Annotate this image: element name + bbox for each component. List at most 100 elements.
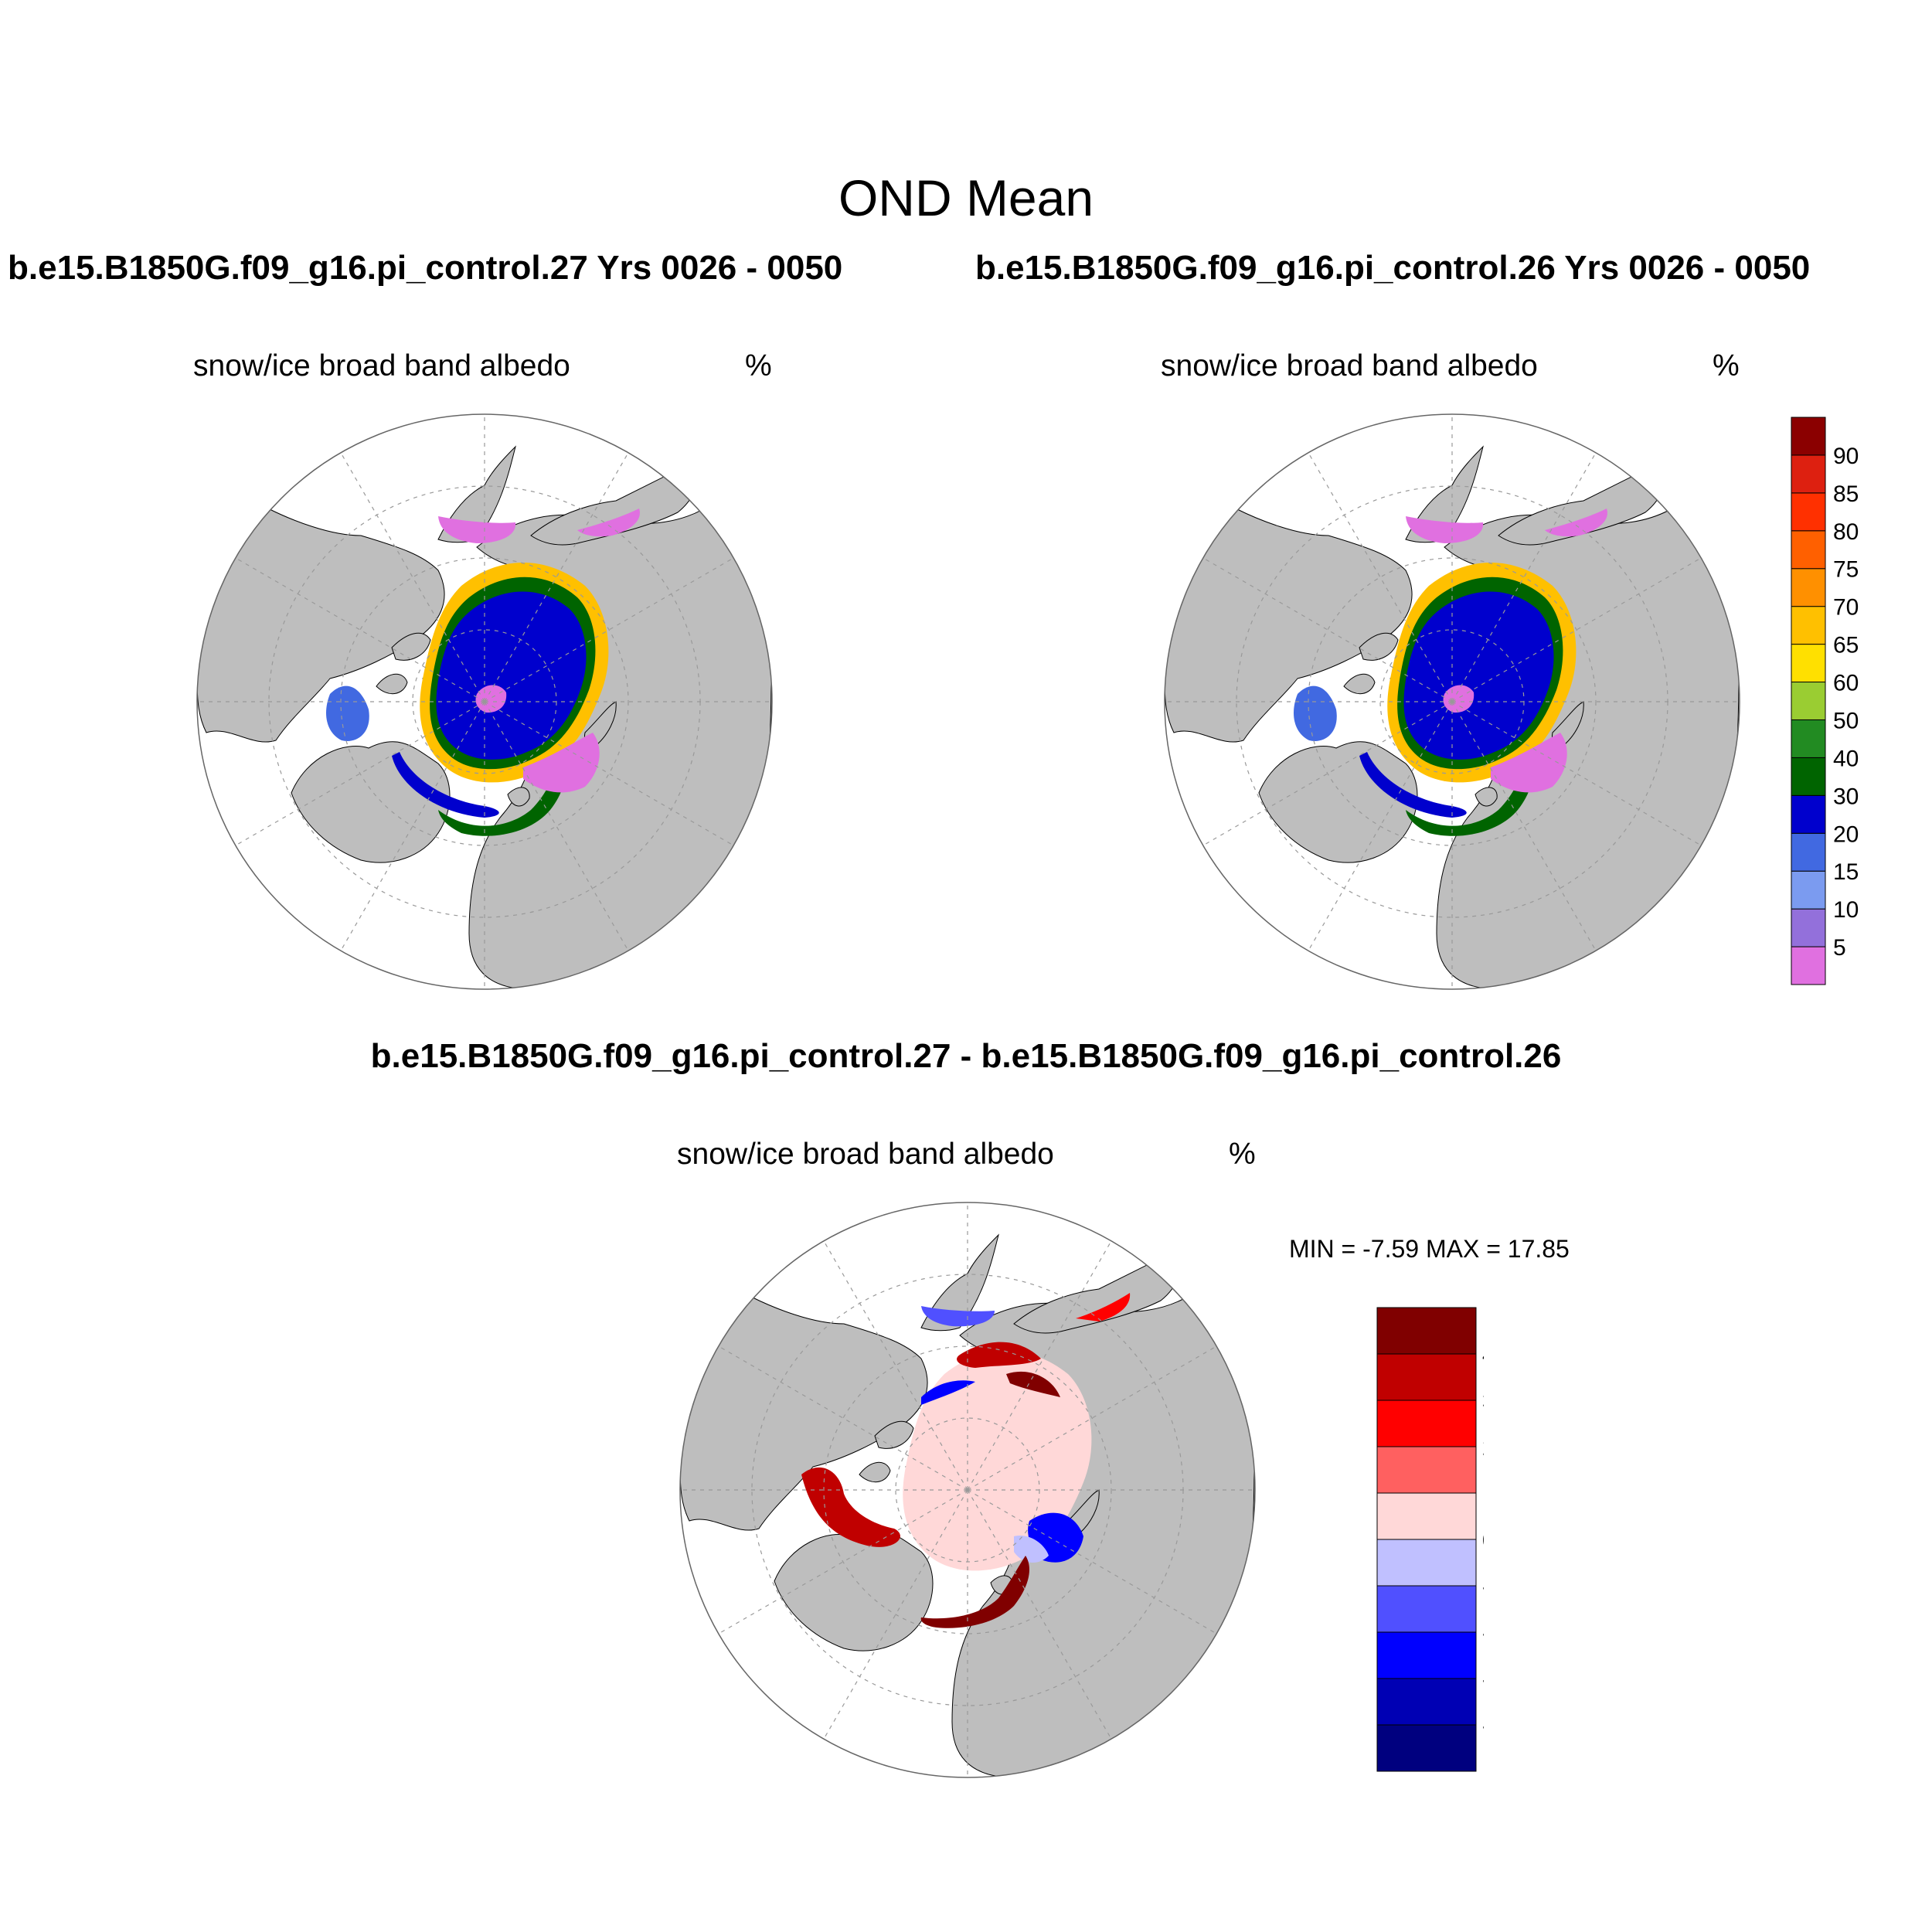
field-region-5 [1014, 1536, 1049, 1563]
meridian-line [1451, 701, 1597, 951]
meridian-line [1308, 452, 1453, 702]
field-region-8 [1406, 516, 1484, 543]
map-border [196, 413, 773, 990]
meridian-line [235, 557, 485, 702]
meridian-line [235, 701, 485, 846]
colorbar-swatch [1791, 530, 1826, 570]
colorbar-tick-label: 20 [1833, 821, 1859, 847]
colorbar-swatch [1376, 1539, 1477, 1587]
colorbar-swatch [1791, 492, 1826, 532]
parallel-circle [268, 485, 701, 918]
colorbar-tick-label: 85 [1833, 481, 1859, 507]
colorbar-swatch [1791, 757, 1826, 796]
field-region-5 [1406, 756, 1533, 836]
case1-units-label: % [745, 349, 772, 383]
case2-variable-label: snow/ice broad band albedo [1161, 349, 1538, 383]
meridian-line [1202, 557, 1453, 702]
colorbar-swatch [1791, 719, 1826, 758]
colorbar-swatch [1791, 644, 1826, 683]
map-border [1164, 413, 1740, 990]
meridian-line [1451, 701, 1702, 846]
colorbar-swatch [1791, 794, 1826, 834]
meridian-line [484, 557, 734, 702]
colorbar-tick-label: 90 [1833, 444, 1859, 469]
field-region-6 [801, 1467, 900, 1547]
case1-map [196, 413, 773, 990]
colorbar-swatch [1791, 454, 1826, 494]
colorbar-swatch [1376, 1585, 1477, 1633]
field-region-2 [1006, 1371, 1060, 1397]
field-region-1 [957, 1342, 1041, 1368]
meridian-line [1451, 452, 1597, 702]
meridian-line [1451, 557, 1702, 702]
field-region-3 [921, 1380, 975, 1405]
meridian-line [823, 1489, 968, 1740]
field-region-2 [436, 591, 587, 760]
meridian-line [967, 1345, 1217, 1491]
colorbar-tick-label: 70 [1833, 595, 1859, 621]
colorbar-swatch [1791, 682, 1826, 720]
albedo-colorbar: 5 10 15 20 30 40 50 60 65 70 75 80 85 90 [1791, 417, 1859, 985]
meridian-line [484, 452, 629, 702]
colorbar-tick-label: 0 [1482, 1528, 1484, 1553]
case1-title: b.e15.B1850G.f09_g16.pi_control.27 Yrs 0… [8, 249, 843, 287]
colorbar-tick-label: 50 [1833, 708, 1859, 733]
colorbar-tick-label: 40 [1833, 746, 1859, 771]
case2-map [1164, 413, 1740, 990]
field-region-6 [1491, 733, 1567, 793]
meridian-line [1308, 701, 1453, 951]
colorbar-tick-label: 2 [1482, 1435, 1484, 1461]
field-region-3 [475, 685, 507, 713]
colorbar-swatch [1791, 870, 1826, 910]
colorbar-swatch [1376, 1307, 1477, 1355]
colorbar-swatch [1791, 568, 1826, 607]
colorbar-swatch [1376, 1724, 1477, 1772]
colorbar-tick-label: 30 [1833, 784, 1859, 809]
field-region-9 [1076, 1293, 1131, 1321]
colorbar-tick-label: -2 [1482, 1621, 1484, 1646]
case2-title: b.e15.B1850G.f09_g16.pi_control.26 Yrs 0… [975, 249, 1811, 287]
meridian-line [340, 452, 485, 702]
parallel-circle [1379, 629, 1525, 774]
land-archip2 [376, 673, 408, 694]
figure-title: OND Mean [838, 169, 1094, 226]
land-svalbard [1475, 787, 1498, 807]
colorbar-tick-label: 1 [1482, 1481, 1484, 1507]
meridian-line [967, 1489, 1112, 1740]
colorbar-swatch [1791, 417, 1826, 456]
field-region-7 [1294, 685, 1337, 741]
colorbar-tick-label: 3 [1482, 1389, 1484, 1414]
land-alaska [920, 1233, 999, 1332]
land-archip2 [1343, 673, 1376, 694]
meridian-line [1202, 701, 1453, 846]
parallel-circle [1236, 485, 1668, 918]
colorbar-tick-label: 80 [1833, 519, 1859, 545]
meridian-line [718, 1489, 968, 1634]
field-region-9 [1545, 509, 1607, 537]
colorbar-swatch [1791, 606, 1826, 645]
colorbar-tick-label: 5 [1833, 935, 1846, 961]
colorbar-swatch [1791, 832, 1826, 872]
colorbar-tick-label: 10 [1833, 897, 1859, 923]
meridian-line [484, 701, 629, 951]
diff-variable-label: snow/ice broad band albedo [677, 1138, 1054, 1171]
parallel-circle [1308, 557, 1597, 846]
field-region-2 [1403, 591, 1554, 760]
land-svalbard [507, 787, 530, 807]
colorbar-tick-label: 60 [1833, 671, 1859, 696]
field-region-9 [577, 509, 640, 537]
diff-title: b.e15.B1850G.f09_g16.pi_control.27 - b.e… [370, 1037, 1562, 1075]
parallel-circle [340, 557, 629, 846]
colorbar-swatch [1376, 1631, 1477, 1679]
colorbar-swatch [1791, 908, 1826, 947]
field-region-4 [392, 752, 499, 818]
colorbar-swatch [1376, 1353, 1477, 1401]
diff-map [679, 1202, 1256, 1778]
colorbar-tick-label: -4 [1482, 1713, 1484, 1739]
colorbar-tick-label: 65 [1833, 633, 1859, 658]
colorbar-tick-label: -1 [1482, 1574, 1484, 1600]
field-region-7 [920, 1556, 1029, 1628]
meridian-line [340, 701, 485, 951]
colorbar-swatch [1376, 1492, 1477, 1540]
colorbar-swatch [1376, 1678, 1477, 1726]
